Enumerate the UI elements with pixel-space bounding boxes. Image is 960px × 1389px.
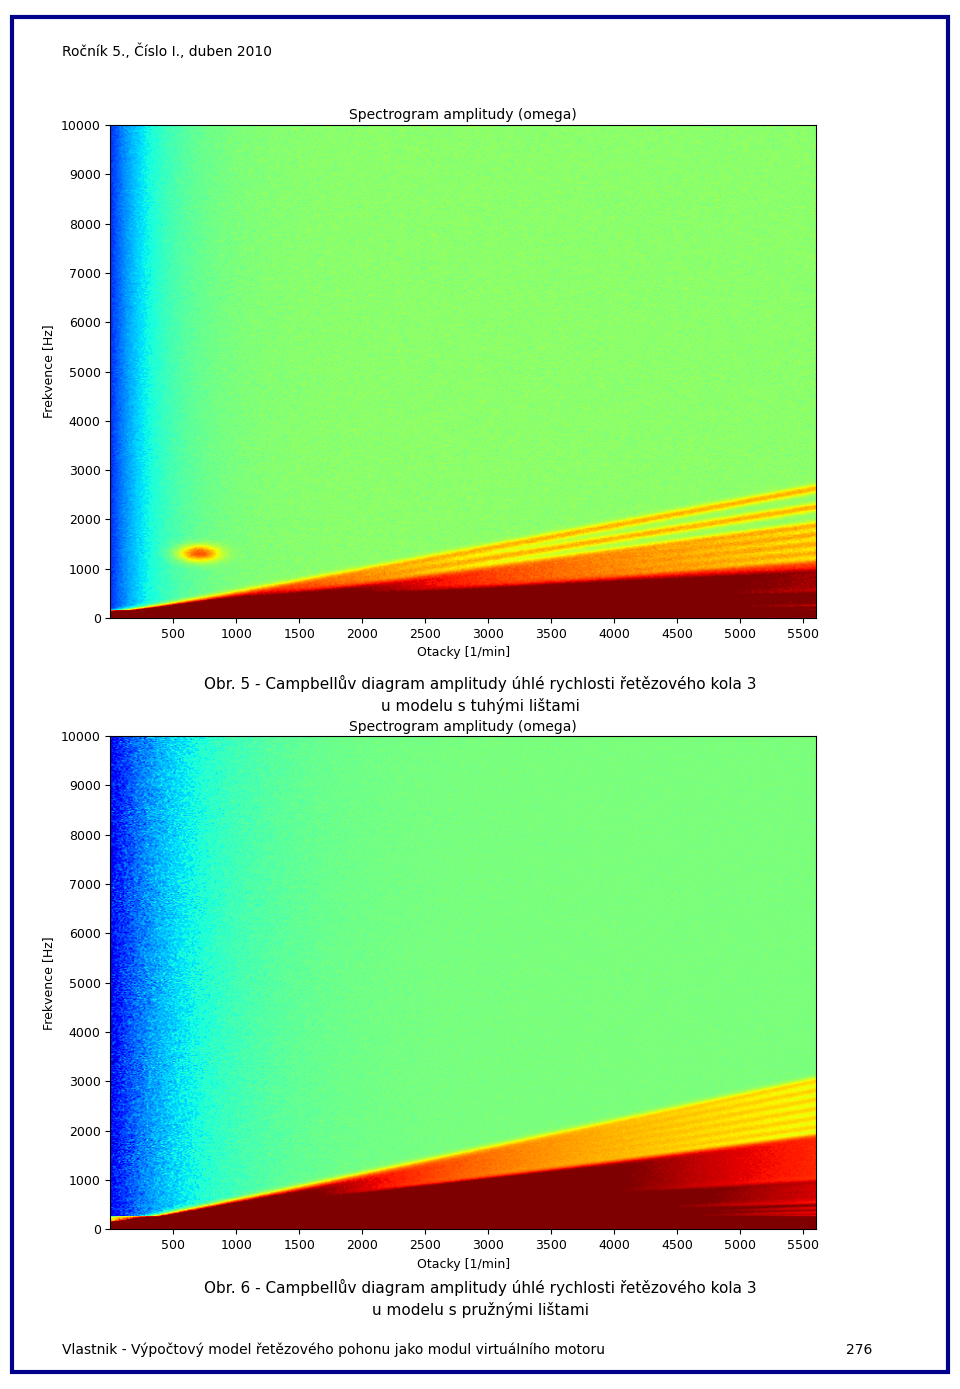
Title: Spectrogram amplitudy (omega): Spectrogram amplitudy (omega) xyxy=(349,720,577,733)
Text: 276: 276 xyxy=(846,1343,873,1357)
Y-axis label: Frekvence [Hz]: Frekvence [Hz] xyxy=(42,936,56,1029)
Text: Obr. 5 - Campbellův diagram amplitudy úhlé rychlosti řetězového kola 3: Obr. 5 - Campbellův diagram amplitudy úh… xyxy=(204,675,756,692)
Text: Obr. 6 - Campbellův diagram amplitudy úhlé rychlosti řetězového kola 3: Obr. 6 - Campbellův diagram amplitudy úh… xyxy=(204,1279,756,1296)
Text: Ročník 5., Číslo I., duben 2010: Ročník 5., Číslo I., duben 2010 xyxy=(62,43,273,60)
Text: u modelu s tuhými lištami: u modelu s tuhými lištami xyxy=(380,697,580,714)
Title: Spectrogram amplitudy (omega): Spectrogram amplitudy (omega) xyxy=(349,108,577,122)
Text: u modelu s pružnými lištami: u modelu s pružnými lištami xyxy=(372,1301,588,1318)
X-axis label: Otacky [1/min]: Otacky [1/min] xyxy=(417,646,510,660)
X-axis label: Otacky [1/min]: Otacky [1/min] xyxy=(417,1257,510,1271)
Text: Vlastnik - Výpočtový model řetězového pohonu jako modul virtuálního motoru: Vlastnik - Výpočtový model řetězového po… xyxy=(62,1343,606,1357)
Y-axis label: Frekvence [Hz]: Frekvence [Hz] xyxy=(42,325,56,418)
